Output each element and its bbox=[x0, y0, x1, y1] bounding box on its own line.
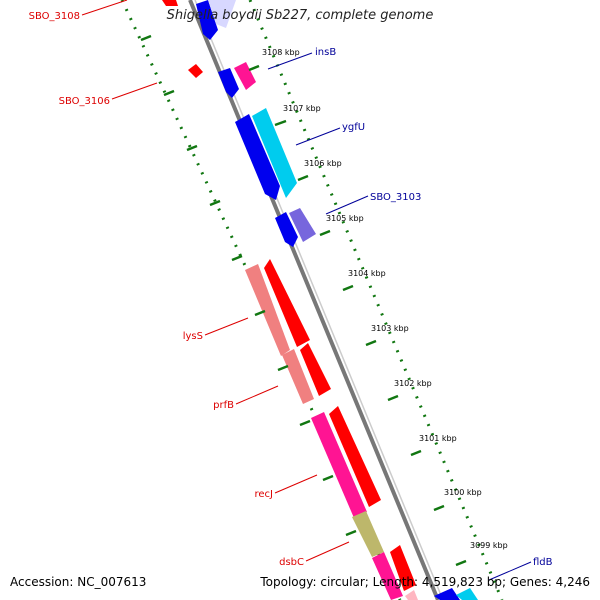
gene-label-lysS: lysS bbox=[183, 331, 203, 342]
gene-arrow bbox=[390, 545, 416, 591]
tick-mark bbox=[297, 174, 309, 182]
tick-mark bbox=[274, 119, 287, 127]
gene-arrow bbox=[264, 259, 310, 347]
tick-mark bbox=[209, 199, 221, 207]
tick-label: 3106 kbp bbox=[304, 159, 342, 168]
leader-line bbox=[295, 127, 341, 146]
gene-label-fldB: fldB bbox=[533, 557, 553, 568]
gene-arrow bbox=[235, 114, 280, 200]
gene-label-dsbC: dsbC bbox=[279, 557, 304, 568]
gene-label-prfB: prfB bbox=[213, 400, 234, 411]
tick-mark bbox=[387, 394, 399, 402]
leader-line bbox=[488, 561, 532, 581]
gene-arrow bbox=[434, 588, 460, 600]
tick-label: 3103 kbp bbox=[371, 324, 409, 333]
leader-line bbox=[111, 82, 158, 100]
tick-marks bbox=[248, 64, 467, 567]
gene-arrow bbox=[162, 0, 178, 6]
tick-label: 3104 kbp bbox=[348, 269, 386, 278]
gene-arrow-fldB bbox=[456, 588, 478, 600]
leader-line bbox=[204, 317, 249, 336]
gene-label-SBO_3106: SBO_3106 bbox=[59, 96, 110, 107]
tick-label: 3107 kbp bbox=[283, 104, 321, 113]
gene-arrow-ygfU bbox=[252, 108, 297, 198]
leader-line bbox=[305, 541, 350, 562]
gene-arrow bbox=[196, 0, 218, 40]
topology-text: Topology: circular; Length: 4,519,823 bp… bbox=[260, 575, 590, 589]
tick-mark bbox=[319, 229, 331, 237]
genome-backbone-highlight bbox=[194, 0, 444, 600]
gene-label-SBO_3103: SBO_3103 bbox=[370, 192, 421, 203]
gene-arrow bbox=[405, 590, 418, 600]
gene-arrow bbox=[208, 0, 236, 28]
tick-mark bbox=[342, 284, 354, 292]
tick-label: 3102 kbp bbox=[394, 379, 432, 388]
tick-label: 3108 kbp bbox=[262, 48, 300, 57]
accession-text: Accession: NC_007613 bbox=[10, 575, 147, 589]
leader-line bbox=[235, 385, 279, 405]
left-leader-lines bbox=[81, 0, 350, 562]
gene-label-recJ: recJ bbox=[255, 489, 274, 500]
leader-line bbox=[81, 0, 128, 16]
tick-label: 3105 kbp bbox=[326, 214, 364, 223]
tick-mark bbox=[277, 364, 289, 372]
tick-mark bbox=[248, 64, 260, 72]
leader-line bbox=[267, 52, 313, 70]
tick-mark bbox=[254, 309, 266, 317]
gene-arrow-dsbC bbox=[372, 552, 403, 600]
gene-label-SBO_3108: SBO_3108 bbox=[29, 11, 80, 22]
tick-mark bbox=[140, 34, 152, 42]
gene-arrow-recJ bbox=[311, 412, 367, 518]
gene-arrow-SBO_3103 bbox=[289, 208, 316, 242]
gene-arrow-prfB bbox=[282, 349, 314, 404]
gene-arrow bbox=[275, 212, 298, 247]
gene-arrow bbox=[234, 62, 256, 90]
map-title: Shigella boydii Sb227, complete genome bbox=[166, 8, 434, 23]
tick-label: 3099 kbp bbox=[470, 541, 508, 550]
right-leader-lines bbox=[267, 52, 532, 581]
tick-mark bbox=[322, 474, 334, 482]
tick-label: 3100 kbp bbox=[444, 488, 482, 497]
gene-arrow bbox=[352, 511, 384, 557]
gene-arrow-lysS bbox=[245, 264, 290, 356]
gene-arrow bbox=[300, 343, 331, 396]
tick-mark bbox=[345, 529, 357, 537]
tick-mark bbox=[299, 419, 311, 427]
tick-mark bbox=[365, 339, 377, 347]
tick-mark bbox=[163, 89, 175, 97]
gene-arrow bbox=[188, 64, 203, 78]
gene-label-insB: insB bbox=[315, 47, 336, 58]
gene-arrow-insB bbox=[218, 68, 239, 98]
tick-mark bbox=[455, 559, 467, 567]
leader-line bbox=[274, 474, 318, 494]
outer-tick-marks bbox=[140, 34, 357, 537]
leader-line bbox=[325, 195, 369, 215]
tick-mark bbox=[410, 449, 422, 457]
gene-arrow bbox=[329, 406, 381, 507]
tick-mark bbox=[433, 504, 445, 512]
gene-label-ygfU: ygfU bbox=[342, 122, 365, 133]
tick-mark bbox=[231, 254, 243, 262]
genome-backbone bbox=[188, 0, 440, 600]
tick-mark bbox=[186, 144, 198, 152]
tick-label: 3101 kbp bbox=[419, 434, 457, 443]
